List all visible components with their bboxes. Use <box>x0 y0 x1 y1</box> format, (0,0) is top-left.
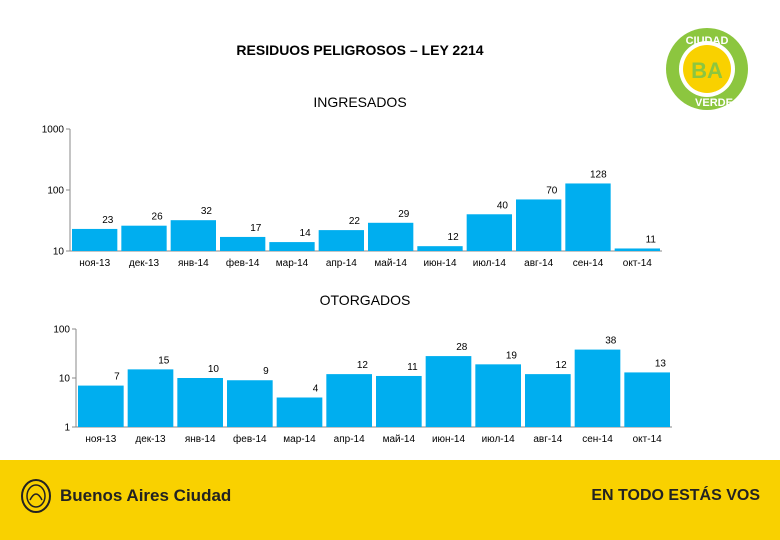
data-label: 70 <box>546 185 558 196</box>
bar-июл-14 <box>475 364 521 427</box>
bar-дек-13 <box>127 369 174 427</box>
data-label: 12 <box>357 360 369 371</box>
x-tick-label: окт-14 <box>633 434 663 445</box>
page-title: RESIDUOS PELIGROSOS – LEY 2214 <box>236 42 484 58</box>
x-tick-label: сен-14 <box>582 434 613 445</box>
data-label: 15 <box>158 355 170 366</box>
bar-янв-14 <box>170 220 216 251</box>
bar-сен-14 <box>574 349 621 427</box>
x-tick-label: июн-14 <box>423 258 457 269</box>
x-tick-label: окт-14 <box>623 258 653 269</box>
badge-center <box>683 45 731 93</box>
x-tick-label: авг-14 <box>524 258 553 269</box>
data-label: 32 <box>201 206 213 217</box>
x-tick-label: янв-14 <box>178 258 209 269</box>
y-tick-label: 10 <box>53 247 65 258</box>
x-tick-label: июн-14 <box>432 434 466 445</box>
data-label: 12 <box>448 232 460 243</box>
bar-апр-14 <box>326 374 372 427</box>
data-label: 19 <box>506 350 518 361</box>
x-tick-label: ноя-13 <box>79 258 110 269</box>
x-tick-label: янв-14 <box>185 434 216 445</box>
chart-ingresados: 1000 100 10 23 ноя-13 26 дек-13 32 янв-14 17 фев-1… <box>42 125 662 269</box>
badge-center-text: BA <box>691 58 723 83</box>
bar-авг-14 <box>516 199 562 251</box>
data-label: 22 <box>349 216 361 227</box>
chart-ingresados-title: INGRESADOS <box>313 94 407 110</box>
data-label: 14 <box>300 228 312 239</box>
badge-bottom-text: VERDE <box>695 97 733 109</box>
data-label: 10 <box>208 364 220 375</box>
data-label: 26 <box>152 212 164 223</box>
x-tick-label: ноя-13 <box>85 434 116 445</box>
x-tick-label: май-14 <box>383 434 416 445</box>
bar-янв-14 <box>177 378 223 427</box>
bar-мар-14 <box>276 397 323 427</box>
x-tick-label: дек-13 <box>135 434 166 445</box>
bar-июн-14 <box>425 356 472 427</box>
data-label: 29 <box>398 209 410 220</box>
x-tick-label: фев-14 <box>233 433 267 445</box>
x-tick-label: июл-14 <box>482 434 516 445</box>
bar-окт-14 <box>624 372 670 427</box>
y-tick-label: 1000 <box>42 125 65 136</box>
data-label: 11 <box>407 362 418 373</box>
bar-июл-14 <box>466 214 512 251</box>
ciudad-verde-badge: CIUDAD BA VERDE <box>666 28 748 110</box>
footer-logo: Buenos Aires Ciudad <box>20 478 231 514</box>
x-tick-label: июл-14 <box>473 258 507 269</box>
x-tick-label: май-14 <box>374 258 407 269</box>
bar-май-14 <box>376 375 422 427</box>
data-label: 23 <box>102 215 114 226</box>
bar-мар-14 <box>269 242 315 251</box>
data-label: 4 <box>313 383 319 394</box>
y-tick-label: 100 <box>47 186 64 197</box>
chart-otorgados-title: OTORGADOS <box>319 292 411 308</box>
x-tick-label: мар-14 <box>276 258 309 269</box>
footer-bar: Buenos Aires Ciudad EN TODO ESTÁS VOS <box>0 460 780 540</box>
bar-май-14 <box>368 222 414 251</box>
data-label: 17 <box>250 223 262 234</box>
data-label: 40 <box>497 200 509 211</box>
bar-апр-14 <box>318 230 364 251</box>
y-tick-label: 100 <box>53 325 70 336</box>
data-label: 9 <box>263 366 269 377</box>
bar-авг-14 <box>525 374 571 427</box>
x-tick-label: фев-14 <box>226 257 260 269</box>
bar-ноя-13 <box>78 385 124 427</box>
data-label: 12 <box>556 360 568 371</box>
city-seal-icon <box>21 479 51 513</box>
x-tick-label: мар-14 <box>283 434 316 445</box>
x-tick-label: апр-14 <box>334 434 365 445</box>
x-tick-label: авг-14 <box>533 434 562 445</box>
x-tick-label: апр-14 <box>326 258 357 269</box>
data-label: 128 <box>590 169 607 180</box>
x-tick-label: сен-14 <box>573 258 604 269</box>
data-label: 11 <box>646 234 657 245</box>
bar-июн-14 <box>417 246 463 251</box>
bar-ноя-13 <box>72 228 118 251</box>
chart-otorgados: 100 10 1 7 ноя-13 15 дек-13 10 янв-14 9 фев-14 4 мар… <box>53 325 672 445</box>
bar-окт-14 <box>614 248 660 251</box>
data-label: 28 <box>456 342 468 353</box>
bar-сен-14 <box>565 183 611 251</box>
bar-дек-13 <box>121 225 167 251</box>
data-label: 13 <box>655 358 667 369</box>
data-label: 38 <box>605 336 617 347</box>
bar-фев-14 <box>220 236 266 251</box>
footer-slogan: EN TODO ESTÁS VOS <box>591 487 760 504</box>
badge-top-text: CIUDAD <box>686 35 729 47</box>
footer-logo-text: Buenos Aires Ciudad <box>60 486 232 505</box>
x-tick-label: дек-13 <box>129 258 160 269</box>
bar-фев-14 <box>227 380 273 427</box>
data-label: 7 <box>114 372 120 383</box>
y-tick-label: 1 <box>64 423 70 434</box>
y-tick-label: 10 <box>59 374 71 385</box>
